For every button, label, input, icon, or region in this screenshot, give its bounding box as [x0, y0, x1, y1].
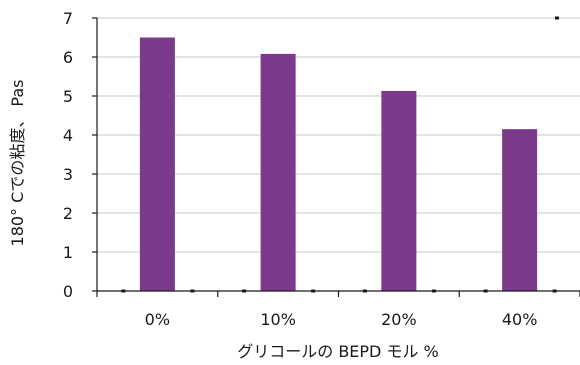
gridlines — [97, 17, 580, 253]
y-tick-label-4: 4 — [63, 126, 73, 145]
baseline-marker-2-0 — [362, 289, 367, 293]
baseline-marker-1-0 — [242, 289, 247, 293]
y-axis-title: 180° Cでの粘度、 Pas — [8, 80, 27, 247]
bar-3 — [502, 129, 538, 291]
x-tick-label-2: 20% — [381, 310, 417, 329]
x-ticks: 0% 10% 20% 40% — [96, 291, 580, 329]
bars — [139, 37, 538, 292]
y-ticks: 0 1 2 3 4 5 6 7 — [63, 9, 97, 301]
y-tick-label-0: 0 — [63, 282, 73, 301]
bar-1 — [260, 53, 296, 291]
baseline-marker-1-1 — [311, 289, 316, 293]
y-tick-label-1: 1 — [63, 243, 73, 262]
baseline-marker-0-0 — [121, 289, 126, 293]
baseline-marker-2-1 — [431, 289, 436, 293]
bar-2 — [381, 90, 417, 292]
x-axis-title: グリコールの BEPD モル % — [237, 342, 439, 361]
y-tick-label-5: 5 — [63, 87, 73, 106]
baseline-marker-0-1 — [190, 289, 195, 293]
y-tick-label-7: 7 — [63, 9, 73, 28]
y-tick-label-6: 6 — [63, 48, 73, 67]
baseline-marker-3-0 — [483, 289, 488, 293]
y-tick-label-3: 3 — [63, 165, 73, 184]
y-tick-label-2: 2 — [63, 204, 73, 223]
bar-0 — [139, 37, 175, 291]
top-right-marker — [555, 16, 559, 20]
x-tick-label-3: 40% — [502, 310, 538, 329]
x-tick-label-1: 10% — [260, 310, 296, 329]
baseline-markers — [121, 16, 559, 293]
baseline-marker-3-1 — [552, 289, 557, 293]
x-tick-label-0: 0% — [145, 310, 170, 329]
